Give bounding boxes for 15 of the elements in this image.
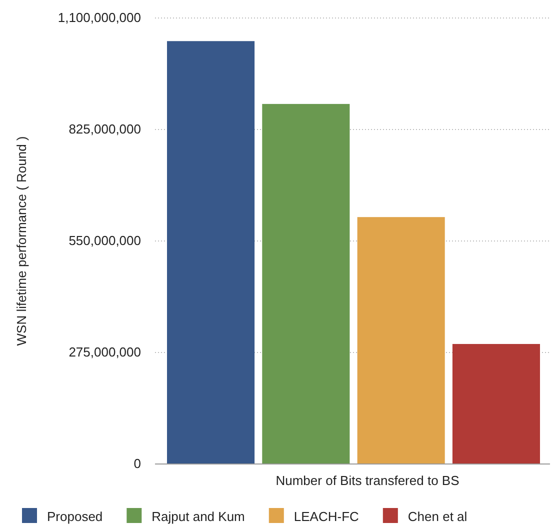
bar	[357, 217, 445, 464]
y-tick-label: 0	[134, 456, 141, 472]
y-tick-label: 825,000,000	[68, 122, 141, 137]
x-axis-title: Number of Bits transfered to BS	[276, 473, 460, 488]
legend-label: LEACH-FC	[294, 509, 359, 524]
y-tick-label: 550,000,000	[68, 233, 141, 248]
y-tick-label: 1,100,000,000	[58, 10, 141, 26]
y-axis-title: WSN lifetime performance ( Round )	[14, 136, 29, 346]
y-tick-label: 275,000,000	[68, 344, 141, 360]
legend-label: Rajput and Kum	[152, 509, 245, 524]
bar	[452, 344, 540, 464]
legend-label: Proposed	[47, 509, 103, 524]
bar	[167, 41, 255, 464]
bar	[262, 104, 350, 464]
legend-label: Chen et al	[408, 509, 468, 524]
